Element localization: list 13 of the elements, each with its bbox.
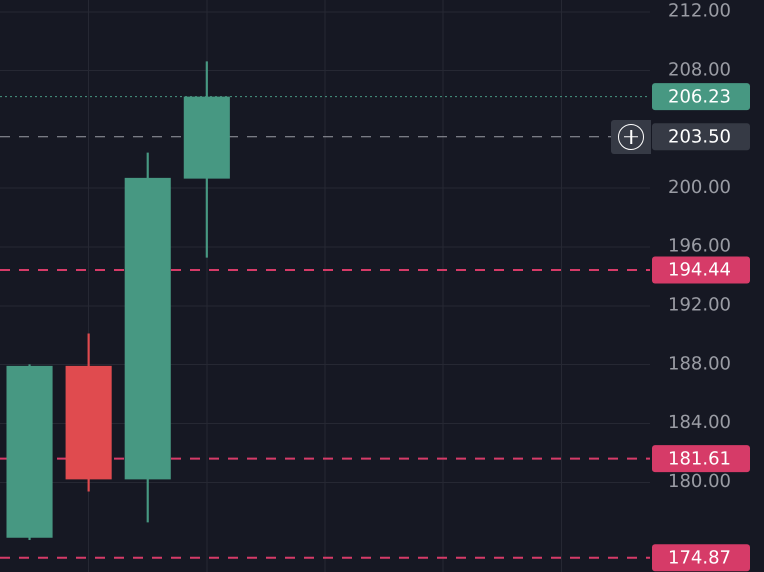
y-tick-label: 192.00 — [668, 294, 731, 316]
y-tick-label: 196.00 — [668, 236, 731, 257]
ref-line-label: 203.50 — [668, 126, 731, 148]
y-tick-label: 200.00 — [668, 176, 731, 198]
y-tick-label: 212.00 — [668, 0, 731, 22]
y-tick-label: 180.00 — [668, 470, 731, 492]
y-tick-label: 188.00 — [668, 353, 731, 374]
ref-line-label: 174.87 — [668, 547, 731, 568]
y-tick-label: 184.00 — [668, 412, 731, 434]
ref-line-label: 181.61 — [668, 448, 731, 470]
ref-line-label: 194.44 — [668, 260, 731, 281]
y-tick-label: 208.00 — [668, 59, 731, 80]
ref-line-label: 206.23 — [668, 86, 731, 108]
